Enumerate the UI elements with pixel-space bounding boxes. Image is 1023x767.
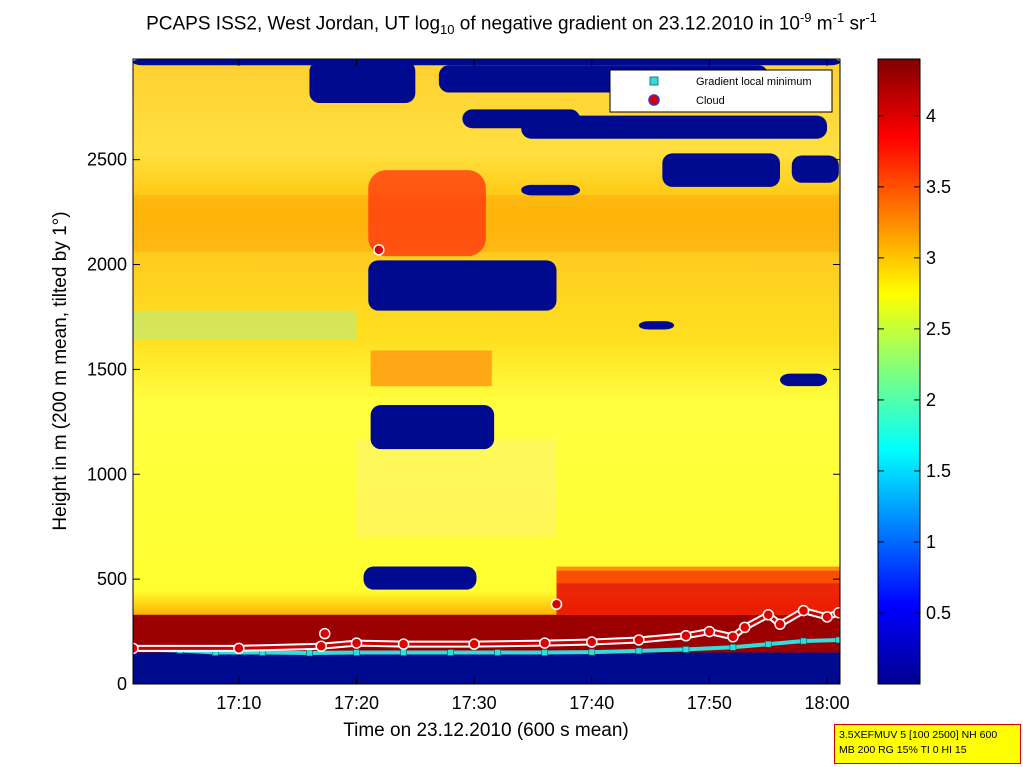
point-cloud xyxy=(774,618,786,630)
x-tick-label: 17:40 xyxy=(569,693,614,713)
legend: Gradient local minimum Cloud xyxy=(609,69,833,113)
stamp-line-1: 3.5XEFMUV 5 [100 2500] NH 600 xyxy=(839,729,998,741)
heatmap-hotspot xyxy=(368,170,486,257)
point-gradient-minimum xyxy=(494,649,501,656)
point-cloud xyxy=(538,637,551,649)
point-cloud xyxy=(633,634,645,646)
colorbar-tick-label: 0.5 xyxy=(926,603,951,623)
heatmap-band xyxy=(133,195,840,252)
point-cloud xyxy=(586,636,598,648)
heatmap-streak xyxy=(356,438,557,538)
heatmap-blue-region xyxy=(780,373,828,387)
point-cloud xyxy=(833,606,840,619)
y-tick-label: 2500 xyxy=(87,150,127,170)
heatmap-block xyxy=(370,350,492,387)
colorbar-tick-label: 2 xyxy=(926,390,936,410)
y-tick-label: 500 xyxy=(97,569,127,589)
heatmap-blue-region xyxy=(791,155,839,183)
legend-label: Gradient local minimum xyxy=(696,76,812,88)
legend-box xyxy=(609,69,833,113)
point-cloud xyxy=(550,598,563,611)
point-cloud xyxy=(821,611,833,623)
point-cloud xyxy=(350,637,363,649)
legend-label: Cloud xyxy=(696,95,725,107)
x-tick-label: 17:50 xyxy=(687,693,732,713)
legend-marker-circle xyxy=(648,94,660,106)
point-gradient-minimum xyxy=(541,649,549,656)
colorbar-tick-label: 1.5 xyxy=(926,461,951,481)
point-gradient-minimum xyxy=(588,648,596,656)
heatmap-blue-region xyxy=(368,260,557,311)
point-gradient-minimum xyxy=(764,640,772,648)
point-gradient-minimum xyxy=(306,649,313,657)
point-cloud xyxy=(762,609,774,621)
plot-frame xyxy=(132,58,841,685)
x-tick-label: 17:20 xyxy=(334,693,379,713)
y-tick-label: 2000 xyxy=(87,255,127,275)
y-axis-label: Height in m (200 m mean, tilted by 1°) xyxy=(50,211,71,530)
point-cloud xyxy=(727,631,739,643)
point-cloud xyxy=(373,244,385,256)
heatmap-blue-region xyxy=(638,321,675,330)
heatmap-blue-region xyxy=(133,59,840,66)
colorbar-tick-label: 2.5 xyxy=(926,319,951,339)
point-cloud xyxy=(738,621,751,634)
point-gradient-minimum xyxy=(682,646,690,653)
heatmap-blue-region xyxy=(363,566,477,590)
stamp-line-2: MB 200 RG 15% TI 0 HI 15 xyxy=(839,744,967,756)
y-tick-label: 1500 xyxy=(87,359,127,379)
colorbar-tick-label: 4 xyxy=(926,106,936,126)
point-gradient-minimum xyxy=(447,649,454,656)
x-tick-label: 18:00 xyxy=(805,693,850,713)
heatmap-blue-region xyxy=(521,115,828,139)
point-gradient-minimum xyxy=(800,637,807,645)
colorbar-tick-label: 1 xyxy=(926,532,936,552)
point-gradient-minimum xyxy=(635,647,643,655)
colorbar-tick-label: 3 xyxy=(926,248,936,268)
point-cloud xyxy=(468,638,480,650)
heatmap-blue-region xyxy=(662,153,781,187)
point-cloud xyxy=(797,604,810,617)
chart-title: PCAPS ISS2, West Jordan, UT log10 of neg… xyxy=(146,10,877,38)
point-cloud xyxy=(133,642,139,655)
y-tick-label: 0 xyxy=(117,674,127,694)
heatmap-blue-region xyxy=(309,61,416,104)
point-cloud xyxy=(397,638,410,650)
heatmap-blue-region xyxy=(521,184,581,196)
heatmap-blue-region xyxy=(370,405,495,450)
x-axis-label: Time on 23.12.2010 (600 s mean) xyxy=(343,720,629,741)
point-cloud xyxy=(703,625,716,638)
point-gradient-minimum xyxy=(353,649,360,656)
point-cloud xyxy=(233,642,245,655)
point-cloud xyxy=(315,640,327,652)
point-gradient-minimum xyxy=(835,636,840,644)
point-cloud xyxy=(318,627,331,640)
heatmap-ground xyxy=(133,652,840,684)
point-gradient-minimum xyxy=(729,643,737,651)
parameter-stamp: 3.5XEFMUV 5 [100 2500] NH 600 MB 200 RG … xyxy=(834,724,1021,764)
colorbar xyxy=(877,58,921,685)
point-cloud xyxy=(680,630,692,642)
y-tick-label: 1000 xyxy=(87,464,127,484)
x-tick-label: 17:10 xyxy=(216,693,261,713)
x-tick-label: 17:30 xyxy=(452,693,497,713)
point-gradient-minimum xyxy=(400,649,407,656)
heatmap-streak xyxy=(133,310,357,341)
colorbar-tick-label: 3.5 xyxy=(926,177,951,197)
legend-marker-square xyxy=(649,76,659,86)
heatmap-surface-layer-top xyxy=(556,566,840,584)
